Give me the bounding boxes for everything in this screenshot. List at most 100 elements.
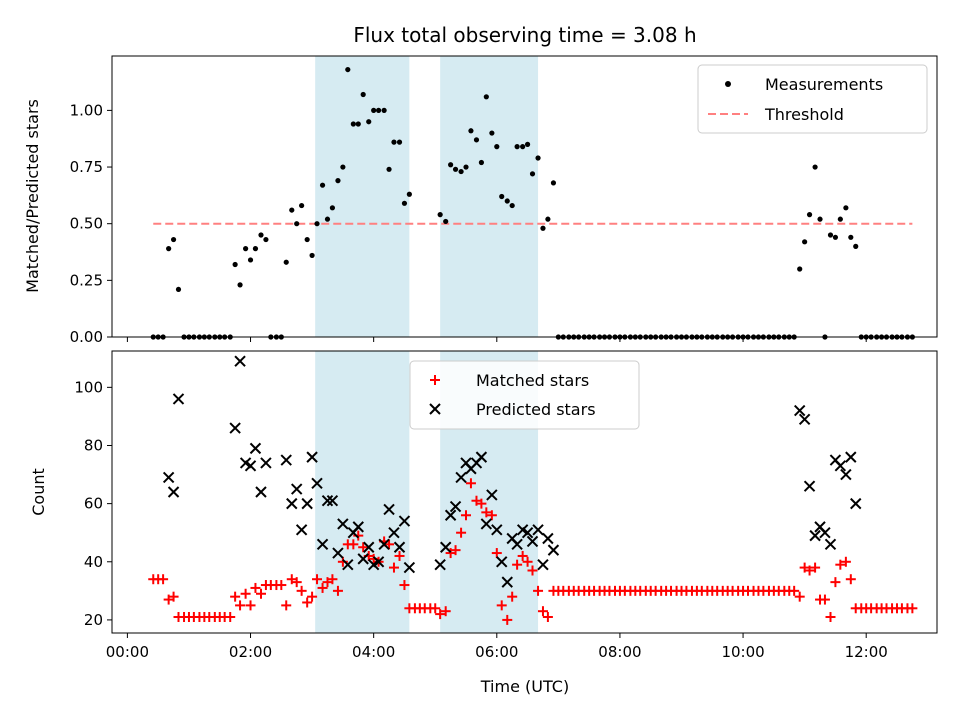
bottom-highlight-span-0 [315, 351, 410, 633]
top-legend: Measurements Threshold [697, 64, 928, 134]
bottom-x-tick-label: 12:00 [845, 643, 888, 661]
bottom-y-tick-label: 40 [84, 553, 103, 571]
measurement-point [355, 121, 361, 127]
measurement-point [483, 94, 489, 100]
predicted-star-point [321, 495, 334, 507]
matched-star-point [332, 585, 343, 596]
measurement-point [391, 139, 397, 145]
measurement-point [817, 216, 823, 222]
matched-star-point [225, 612, 236, 623]
predicted-star-point [486, 489, 498, 501]
predicted-star-point [521, 526, 534, 539]
matched-star-point [517, 550, 528, 561]
matched-star-point [830, 577, 841, 588]
predicted-star-point [342, 558, 354, 571]
predicted-star-point [511, 538, 523, 551]
matched-star-point [302, 597, 313, 608]
top-y-ticks: 0.00 0.25 0.50 0.75 1.00 [70, 101, 112, 346]
bottom-y-tick-label: 60 [84, 495, 103, 513]
predicted-star-point [234, 355, 246, 367]
predicted-star-point [491, 524, 503, 536]
matched-star-point [461, 510, 472, 521]
matched-star-point [358, 542, 369, 553]
matched-star-point [537, 606, 548, 617]
top-y-tick-label: 0.25 [70, 271, 103, 289]
measurement-point [232, 261, 238, 268]
matched-star-point [307, 591, 318, 602]
predicted-star-point [496, 556, 508, 568]
predicted-star-point [824, 538, 837, 551]
measurement-point [258, 232, 264, 238]
matched-star-point [317, 582, 328, 593]
top-legend-box [697, 64, 928, 134]
predicted-star-point [167, 486, 180, 498]
predicted-star-point [480, 518, 493, 530]
bottom-x-tick-label: 10:00 [721, 643, 764, 661]
predicted-star-point [162, 471, 175, 484]
measurement-point [299, 202, 305, 209]
predicted-star-point [388, 526, 400, 539]
legend-marker-measurements [725, 81, 731, 87]
predicted-star-point [439, 541, 452, 553]
measurement-point [396, 139, 403, 145]
matched-star-point [486, 510, 497, 521]
measurement-point [797, 266, 803, 272]
predicted-star-point [850, 497, 862, 510]
measurement-point [294, 221, 300, 227]
measurement-point [524, 141, 531, 147]
legend-label-measurements: Measurements [765, 75, 883, 94]
matched-star-point [250, 582, 261, 593]
measurement-point [489, 130, 495, 136]
top-axes-frame [111, 55, 938, 338]
matched-star-point [804, 565, 815, 576]
predicted-star-point [845, 451, 857, 463]
measurement-point [166, 246, 172, 252]
matched-star-point [394, 550, 405, 561]
matched-star-point [168, 591, 179, 602]
measurement-point [545, 216, 551, 222]
measurement-point [345, 66, 351, 73]
measurement-point [406, 191, 412, 197]
measurement-point [319, 182, 326, 188]
bottom-y-tick-label: 80 [84, 436, 103, 454]
measurement-point [848, 234, 854, 240]
matched-star-point [312, 574, 323, 585]
predicted-star-point [803, 480, 816, 492]
chart-title: Flux total observing time = 3.08 h [353, 23, 696, 47]
predicted-star-point [475, 451, 488, 463]
measurement-point [324, 216, 331, 222]
bottom-panel: 20 40 60 80 100 00:00 02:00 04:00 06:00 08:00 10:… [29, 350, 938, 696]
predicted-star-point [542, 532, 554, 545]
top-x-ticks [126, 337, 867, 342]
matched-star-point [276, 580, 287, 591]
bottom-y-axis-title: Count [29, 468, 48, 516]
predicted-star-point [501, 576, 513, 588]
matched-star-point [789, 585, 800, 596]
bottom-legend: Matched stars Predicted stars [409, 360, 640, 430]
predicted-star-point [372, 556, 385, 568]
measurement-point [843, 205, 849, 211]
matched-star-point [296, 585, 307, 596]
measurement-point [304, 236, 310, 243]
matched-star-point [399, 580, 410, 591]
top-y-tick-label: 0.75 [70, 158, 103, 176]
matched-star-point [388, 562, 399, 573]
measurement-point [802, 239, 808, 245]
measurement-point [243, 246, 249, 252]
measurement-point [473, 137, 480, 143]
measurement-point [289, 207, 295, 213]
legend-marker-predicted [429, 403, 441, 415]
matched-star-point [502, 614, 513, 625]
measurement-point [520, 144, 526, 150]
predicted-star-point [260, 457, 272, 469]
matched-star-point [348, 539, 359, 550]
top-highlight-span-1 [440, 56, 539, 337]
matched-star-point [522, 556, 533, 567]
measurement-point [375, 107, 382, 113]
bottom-y-tick-label: 100 [74, 378, 103, 396]
x-axis-title: Time (UTC) [480, 677, 569, 696]
matched-star-point [435, 609, 446, 620]
predicted-star-point [798, 413, 811, 426]
predicted-star-point [363, 541, 375, 553]
